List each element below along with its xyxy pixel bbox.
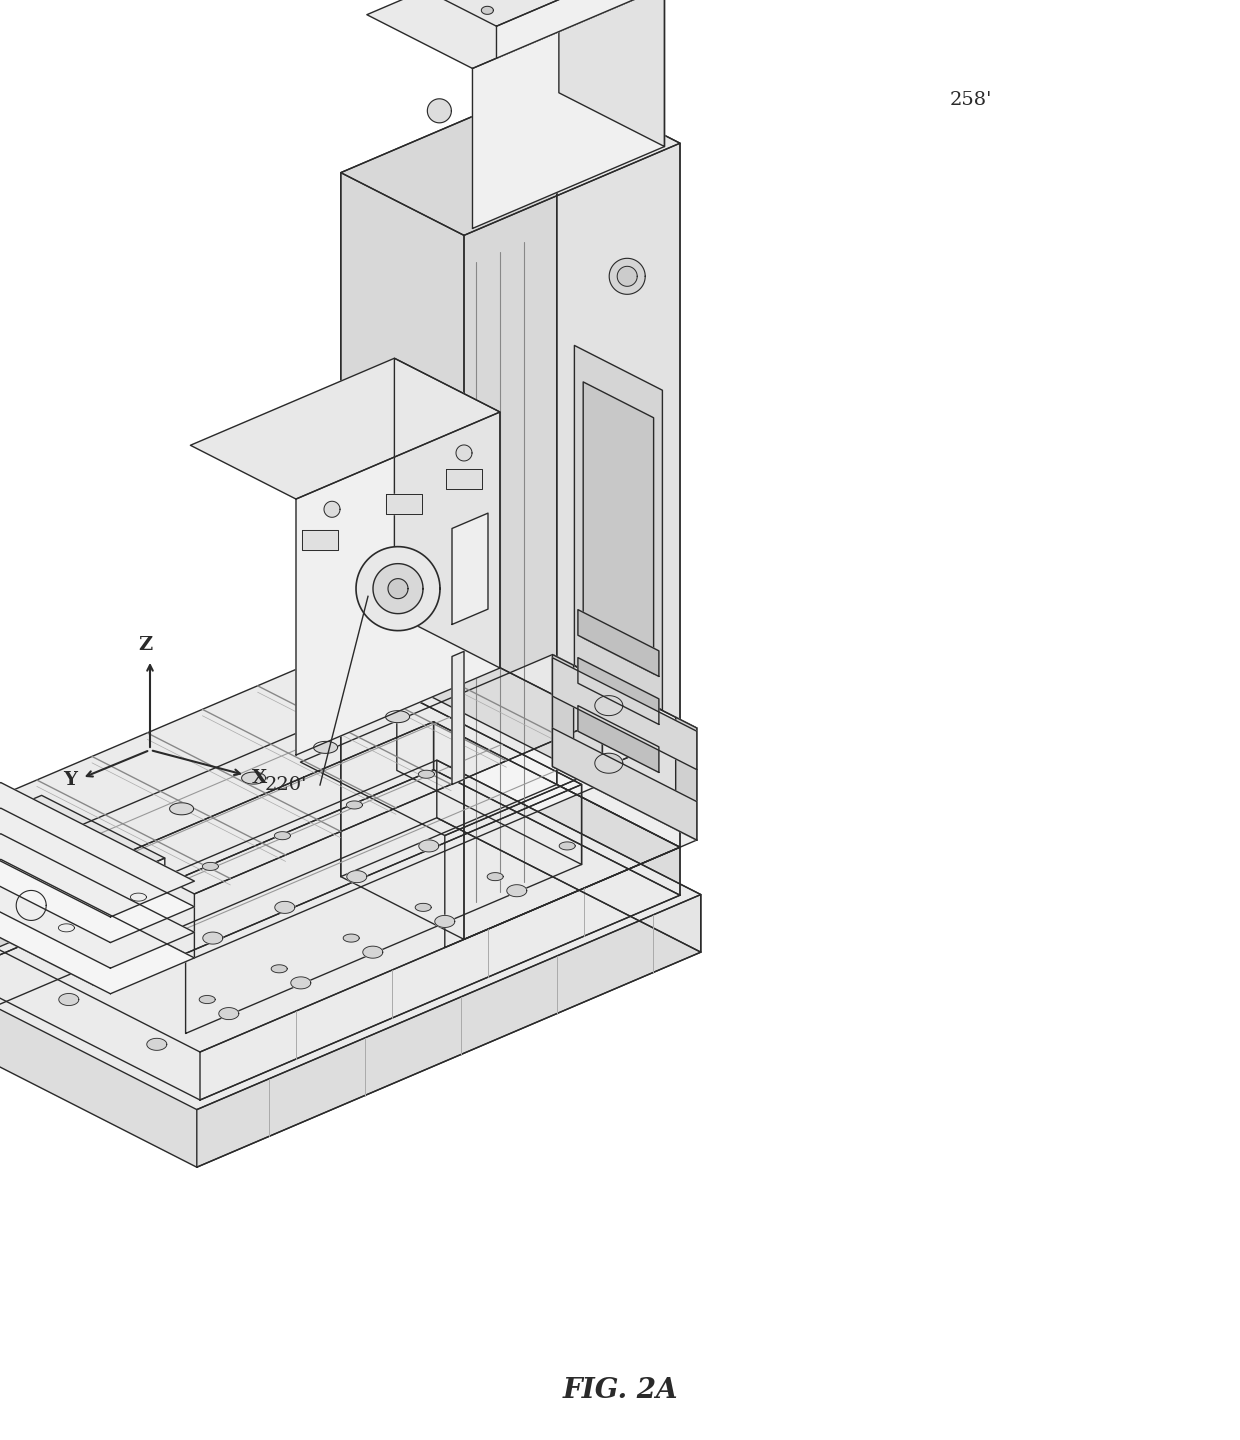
Polygon shape xyxy=(0,808,195,943)
Polygon shape xyxy=(481,6,494,14)
Polygon shape xyxy=(574,346,662,710)
Polygon shape xyxy=(130,963,151,975)
Polygon shape xyxy=(203,932,223,945)
Polygon shape xyxy=(394,359,500,668)
Polygon shape xyxy=(446,468,482,488)
Polygon shape xyxy=(324,501,340,517)
Polygon shape xyxy=(202,863,218,870)
Text: 220': 220' xyxy=(265,776,308,793)
Polygon shape xyxy=(397,690,582,864)
Polygon shape xyxy=(557,81,680,847)
Polygon shape xyxy=(341,81,557,877)
Polygon shape xyxy=(435,916,455,927)
Polygon shape xyxy=(618,266,637,287)
Polygon shape xyxy=(553,658,697,769)
Text: X: X xyxy=(253,769,268,788)
Polygon shape xyxy=(553,729,697,840)
Polygon shape xyxy=(300,655,697,835)
Polygon shape xyxy=(487,873,503,881)
Polygon shape xyxy=(553,655,697,840)
Polygon shape xyxy=(186,785,582,1034)
Polygon shape xyxy=(0,834,195,968)
Polygon shape xyxy=(388,579,408,599)
Polygon shape xyxy=(356,547,440,631)
Polygon shape xyxy=(428,99,451,122)
Polygon shape xyxy=(296,412,500,755)
Text: 258': 258' xyxy=(950,91,992,109)
Polygon shape xyxy=(242,772,265,783)
Polygon shape xyxy=(553,655,574,778)
Polygon shape xyxy=(507,884,527,897)
Polygon shape xyxy=(496,0,641,58)
Polygon shape xyxy=(275,901,295,913)
Polygon shape xyxy=(436,760,701,952)
Polygon shape xyxy=(200,847,680,1100)
Text: Y: Y xyxy=(63,770,77,789)
Polygon shape xyxy=(58,994,79,1005)
Polygon shape xyxy=(559,842,575,850)
Polygon shape xyxy=(200,995,216,1004)
Polygon shape xyxy=(464,143,680,939)
Polygon shape xyxy=(595,753,622,773)
Polygon shape xyxy=(343,935,360,942)
Polygon shape xyxy=(578,609,658,677)
Polygon shape xyxy=(367,0,665,69)
Polygon shape xyxy=(314,742,337,753)
Polygon shape xyxy=(445,729,697,948)
Polygon shape xyxy=(218,1008,239,1020)
Polygon shape xyxy=(195,720,603,958)
Polygon shape xyxy=(197,894,701,1168)
Polygon shape xyxy=(0,782,195,917)
Polygon shape xyxy=(415,903,432,912)
Polygon shape xyxy=(456,445,472,461)
Polygon shape xyxy=(408,0,641,26)
Polygon shape xyxy=(16,890,46,920)
Polygon shape xyxy=(386,711,409,723)
Polygon shape xyxy=(146,1038,167,1050)
Polygon shape xyxy=(0,721,434,975)
Polygon shape xyxy=(303,530,339,550)
Polygon shape xyxy=(472,0,665,229)
Polygon shape xyxy=(559,0,665,147)
Polygon shape xyxy=(0,760,701,1110)
Polygon shape xyxy=(170,804,193,815)
Polygon shape xyxy=(0,721,680,1053)
Polygon shape xyxy=(676,717,697,840)
Polygon shape xyxy=(1,621,603,894)
Polygon shape xyxy=(609,258,645,294)
Polygon shape xyxy=(191,359,500,500)
Polygon shape xyxy=(1,690,582,953)
Polygon shape xyxy=(386,494,422,514)
Polygon shape xyxy=(409,621,603,783)
Polygon shape xyxy=(373,563,423,613)
Polygon shape xyxy=(58,924,74,932)
Polygon shape xyxy=(419,840,439,852)
Polygon shape xyxy=(341,81,680,235)
Polygon shape xyxy=(93,858,165,985)
Polygon shape xyxy=(346,801,362,809)
Polygon shape xyxy=(130,893,146,901)
Polygon shape xyxy=(0,818,701,1168)
Polygon shape xyxy=(363,946,383,958)
Polygon shape xyxy=(0,827,93,985)
Polygon shape xyxy=(274,832,290,840)
Polygon shape xyxy=(453,651,464,785)
Polygon shape xyxy=(0,770,680,1100)
Polygon shape xyxy=(434,721,680,896)
Polygon shape xyxy=(0,795,165,888)
Polygon shape xyxy=(595,696,622,716)
Text: Z: Z xyxy=(138,636,153,654)
Polygon shape xyxy=(341,173,464,939)
Text: FIG. 2A: FIG. 2A xyxy=(562,1377,678,1404)
Polygon shape xyxy=(578,658,658,724)
Polygon shape xyxy=(0,860,195,994)
Polygon shape xyxy=(578,706,658,772)
Polygon shape xyxy=(583,382,653,674)
Polygon shape xyxy=(453,513,489,625)
Polygon shape xyxy=(347,871,367,883)
Polygon shape xyxy=(272,965,288,973)
Polygon shape xyxy=(418,770,434,778)
Polygon shape xyxy=(291,976,311,989)
